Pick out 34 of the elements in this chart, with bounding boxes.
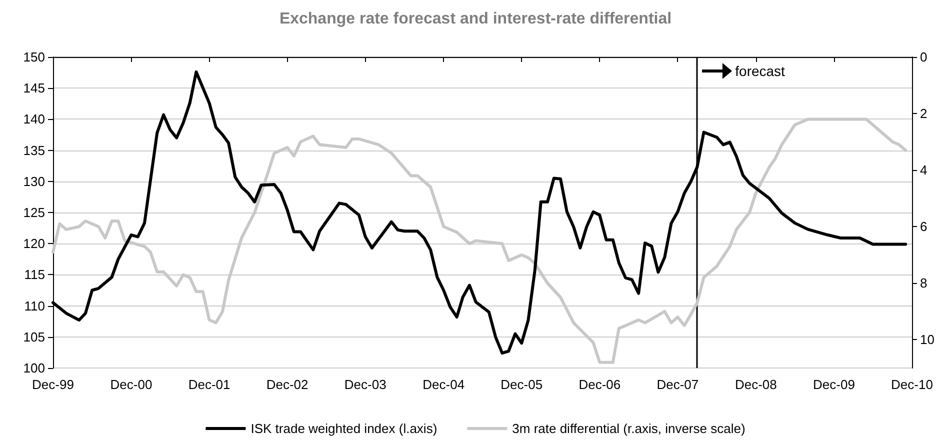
x-tick-label: Dec-99 <box>32 377 74 392</box>
legend-label: 3m rate differential (r.axis, inverse scale) <box>512 421 746 436</box>
legend-label: ISK trade weighted index (l.axis) <box>250 421 438 436</box>
line-series <box>52 118 908 364</box>
y2-tick-label: 4 <box>920 162 928 178</box>
y-tick-label: 120 <box>23 236 45 252</box>
y2-tick-label: 2 <box>920 106 928 122</box>
y-tick-label: 145 <box>23 80 45 96</box>
x-tick-label: Dec-04 <box>422 377 465 392</box>
y-tick-label: 135 <box>23 142 45 158</box>
y-tick-label: 140 <box>23 112 45 127</box>
y-tick-label: 125 <box>23 205 45 220</box>
y-tick-label: 110 <box>24 298 45 314</box>
y2-tick-label: 10 <box>920 332 934 348</box>
x-tick-label: Dec-06 <box>578 377 621 392</box>
y-tick-label: 105 <box>23 329 45 344</box>
x-tick-label: Dec-03 <box>344 377 386 392</box>
y2-tick-label: 6 <box>920 219 928 234</box>
x-tick-label: Dec-08 <box>734 377 777 392</box>
x-tick-label: Dec-01 <box>188 377 230 392</box>
y-tick-label: 150 <box>23 50 45 64</box>
x-tick-label: Dec-07 <box>656 377 699 392</box>
y2-tick-label: 0 <box>920 50 928 64</box>
x-tick-label: Dec-05 <box>500 377 543 392</box>
ref-line-label: forecast <box>735 63 785 79</box>
x-tick-label: Dec-00 <box>110 377 152 392</box>
chart-title: Exchange rate forecast and interest-rate differential <box>279 10 672 28</box>
y-tick-label: 130 <box>23 174 45 189</box>
x-tick-label: Dec-02 <box>266 377 308 392</box>
y-tick-label: 100 <box>23 360 45 376</box>
y2-tick-label: 8 <box>920 276 928 291</box>
x-tick-label: Dec-09 <box>813 377 855 392</box>
x-tick-label: Dec-10 <box>891 377 933 392</box>
y-tick-label: 115 <box>24 267 45 282</box>
